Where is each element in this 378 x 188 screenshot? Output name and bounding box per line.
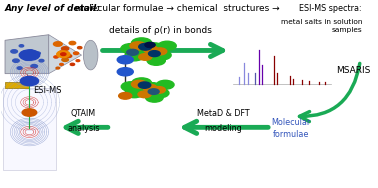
Circle shape bbox=[117, 56, 133, 64]
Circle shape bbox=[70, 63, 74, 65]
Circle shape bbox=[138, 82, 151, 88]
Circle shape bbox=[138, 91, 151, 98]
Circle shape bbox=[146, 93, 163, 102]
Circle shape bbox=[137, 49, 157, 59]
Circle shape bbox=[148, 89, 159, 94]
Circle shape bbox=[145, 43, 164, 52]
Circle shape bbox=[20, 76, 39, 86]
Circle shape bbox=[139, 43, 152, 50]
Circle shape bbox=[62, 47, 69, 50]
Circle shape bbox=[77, 47, 82, 49]
Circle shape bbox=[143, 83, 162, 92]
Circle shape bbox=[19, 50, 40, 60]
Circle shape bbox=[152, 50, 171, 60]
Circle shape bbox=[121, 82, 140, 91]
Circle shape bbox=[66, 55, 72, 58]
Circle shape bbox=[151, 88, 169, 98]
Text: molecular formulae → chemical  structures →: molecular formulae → chemical structures… bbox=[73, 4, 280, 13]
Circle shape bbox=[61, 53, 66, 55]
Circle shape bbox=[132, 80, 147, 88]
Circle shape bbox=[39, 59, 44, 62]
Circle shape bbox=[121, 44, 141, 54]
Circle shape bbox=[11, 50, 17, 53]
Circle shape bbox=[119, 92, 132, 99]
Circle shape bbox=[24, 57, 30, 60]
Circle shape bbox=[149, 51, 160, 57]
Circle shape bbox=[73, 52, 79, 55]
Circle shape bbox=[138, 87, 156, 97]
Text: Any level of detail:: Any level of detail: bbox=[5, 4, 101, 13]
Circle shape bbox=[152, 87, 165, 93]
Circle shape bbox=[132, 38, 152, 48]
Text: ESI-MS: ESI-MS bbox=[33, 86, 61, 95]
Circle shape bbox=[147, 56, 165, 65]
Circle shape bbox=[57, 51, 70, 58]
Text: Molecular
formulae: Molecular formulae bbox=[271, 118, 311, 139]
Circle shape bbox=[145, 42, 155, 48]
Circle shape bbox=[156, 80, 174, 89]
Text: QTAIM: QTAIM bbox=[71, 109, 96, 118]
Ellipse shape bbox=[84, 40, 98, 70]
Circle shape bbox=[139, 54, 152, 60]
Circle shape bbox=[28, 50, 34, 53]
Circle shape bbox=[19, 45, 24, 47]
Circle shape bbox=[22, 109, 37, 116]
Circle shape bbox=[144, 46, 158, 53]
Circle shape bbox=[59, 51, 64, 54]
Circle shape bbox=[125, 51, 144, 61]
Polygon shape bbox=[5, 35, 49, 74]
Circle shape bbox=[143, 84, 157, 91]
FancyBboxPatch shape bbox=[3, 88, 56, 170]
Circle shape bbox=[54, 56, 58, 58]
Circle shape bbox=[158, 41, 176, 50]
Circle shape bbox=[132, 78, 152, 88]
Circle shape bbox=[127, 49, 138, 55]
Circle shape bbox=[60, 63, 64, 65]
FancyBboxPatch shape bbox=[5, 82, 29, 88]
Circle shape bbox=[130, 42, 146, 50]
Circle shape bbox=[125, 88, 144, 98]
Text: modeling: modeling bbox=[205, 124, 242, 133]
Text: analysis: analysis bbox=[67, 124, 99, 133]
Circle shape bbox=[31, 64, 37, 68]
Circle shape bbox=[56, 67, 60, 69]
Circle shape bbox=[53, 42, 62, 46]
Circle shape bbox=[69, 41, 76, 45]
Circle shape bbox=[13, 59, 19, 62]
Circle shape bbox=[35, 52, 40, 55]
Text: MSARIS: MSARIS bbox=[336, 66, 371, 75]
Text: metal salts in solution
samples: metal salts in solution samples bbox=[280, 19, 362, 33]
Circle shape bbox=[62, 58, 68, 61]
Circle shape bbox=[76, 60, 80, 62]
Text: ESI-MS spectra:: ESI-MS spectra: bbox=[299, 4, 362, 13]
Polygon shape bbox=[49, 35, 82, 74]
Circle shape bbox=[17, 67, 22, 69]
Circle shape bbox=[153, 48, 167, 55]
Circle shape bbox=[117, 68, 133, 76]
Text: details of ρ(r) in bonds: details of ρ(r) in bonds bbox=[109, 26, 212, 35]
Text: MetaD & DFT: MetaD & DFT bbox=[197, 109, 250, 118]
